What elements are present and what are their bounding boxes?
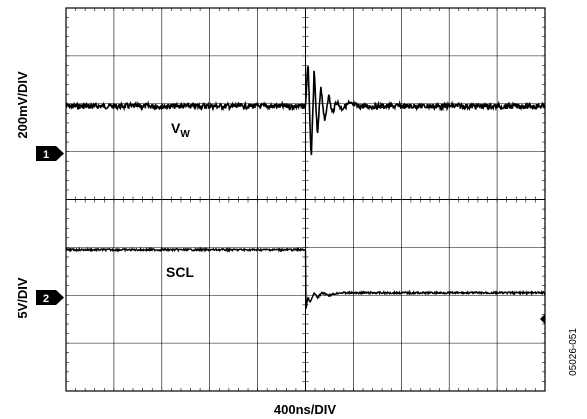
grid [65,7,546,392]
channel-2-marker: 2 [36,290,64,305]
x-axis-label: 400ns/DIV [274,402,336,417]
traces [65,65,546,309]
channel-1-marker: 1 [36,146,64,161]
series-vw-label: VW [171,120,190,140]
channel-1-ylabel: 200mV/DIV [15,71,30,139]
series-vw-subscript: W [180,129,190,140]
figure-id: 05026-051 [568,328,579,376]
series-vw-name: V [171,120,181,136]
channel-1-label: 1 [43,149,49,161]
trace-scl [65,246,546,309]
series-scl-label: SCL [166,264,194,280]
channel-2-label: 2 [43,293,49,305]
channel-2-ylabel: 5V/DIV [15,277,30,319]
trigger-level-marker [540,314,545,324]
trace-vw [65,65,546,156]
